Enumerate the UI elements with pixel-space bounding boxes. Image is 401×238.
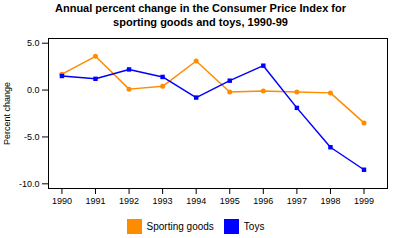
svg-text:1991: 1991 (85, 195, 105, 205)
svg-text:1997: 1997 (287, 195, 307, 205)
svg-text:1998: 1998 (320, 195, 340, 205)
svg-text:5.0: 5.0 (27, 38, 40, 48)
html-text:Sporting goods: Sporting goods (146, 220, 214, 232)
html-text:Toys: Toys (243, 220, 265, 232)
svg-text:1994: 1994 (186, 195, 206, 205)
svg-text:1992: 1992 (119, 195, 139, 205)
svg-text:1996: 1996 (253, 195, 273, 205)
svg-text:1993: 1993 (153, 195, 173, 205)
svg-text:1995: 1995 (220, 195, 240, 205)
svg-text:-10.0: -10.0 (19, 178, 40, 188)
svg-text:1999: 1999 (354, 195, 374, 205)
html-text:sporting goods and toys, 1990-: sporting goods and toys, 1990-99 (113, 15, 288, 28)
svg-text:1990: 1990 (52, 195, 72, 205)
html-text:Annual percent change in the C: Annual percent change in the Consumer Pr… (55, 2, 346, 14)
svg-text:-5.0: -5.0 (24, 131, 40, 141)
svg-text:Percent change: Percent change (2, 81, 12, 144)
svg-text:0.0: 0.0 (27, 84, 40, 94)
